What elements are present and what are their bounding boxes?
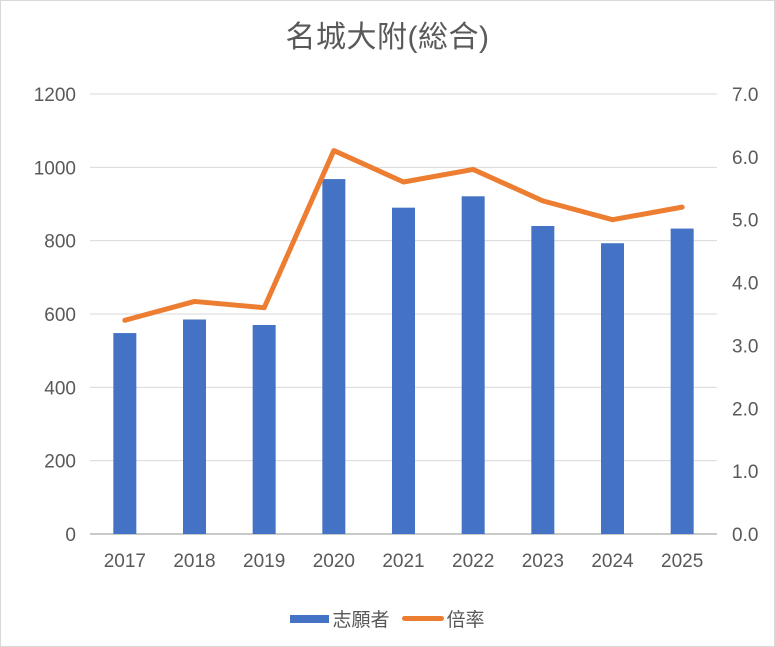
left-axis-tick-label: 1000	[34, 158, 76, 179]
left-axis-tick-label: 200	[44, 452, 76, 473]
x-axis-tick-label: 2018	[173, 551, 215, 572]
legend-item-ratio[interactable]: 倍率	[401, 605, 485, 632]
legend-item-applicants[interactable]: 志願者	[290, 605, 390, 632]
left-axis-tick-label: 600	[44, 305, 76, 326]
x-axis-tick-label: 2022	[452, 551, 494, 572]
bar-2019[interactable]	[252, 325, 276, 534]
bar-2023[interactable]	[531, 226, 555, 534]
right-axis-tick-label: 6.0	[732, 148, 758, 169]
legend-label-applicants: 志願者	[332, 610, 390, 631]
legend-label-ratio: 倍率	[446, 610, 485, 631]
right-axis-tick-label: 5.0	[732, 211, 758, 232]
bar-series-swatch-icon	[290, 614, 330, 623]
ratio-line[interactable]	[122, 148, 685, 323]
chart-legend: 志願者 倍率	[1, 605, 774, 632]
x-axis-tick-label: 2023	[522, 551, 564, 572]
bar-2025[interactable]	[670, 228, 694, 535]
left-axis-tick-label: 400	[44, 378, 76, 399]
left-axis-tick-label: 800	[44, 232, 76, 253]
right-axis-tick-label: 7.0	[732, 85, 758, 106]
right-axis-tick-label: 4.0	[732, 274, 758, 295]
chart-title: 名城大附(総合)	[285, 21, 490, 54]
bar-2021[interactable]	[392, 207, 415, 534]
x-axis-tick-label: 2020	[313, 551, 355, 572]
right-axis-tick-label: 3.0	[732, 336, 758, 357]
x-axis-tick-label: 2024	[591, 551, 634, 572]
left-axis-tick-label: 1200	[34, 85, 76, 106]
line-series-swatch-icon	[401, 616, 444, 621]
right-axis-tick-label: 2.0	[732, 399, 758, 420]
bar-2022[interactable]	[461, 196, 485, 535]
x-axis-tick-label: 2021	[382, 551, 424, 572]
x-axis-tick-label: 2025	[661, 551, 703, 572]
right-axis-tick-label: 1.0	[732, 462, 758, 483]
right-axis-tick-label: 0.0	[732, 525, 758, 546]
x-axis-tick-label: 2019	[243, 551, 285, 572]
x-axis-tick-label: 2017	[104, 551, 146, 572]
left-axis-tick-label: 0	[65, 525, 76, 546]
bar-2020[interactable]	[322, 179, 346, 535]
bar-2024[interactable]	[601, 243, 624, 534]
bar-2017[interactable]	[113, 333, 137, 534]
bar-2018[interactable]	[183, 319, 206, 535]
